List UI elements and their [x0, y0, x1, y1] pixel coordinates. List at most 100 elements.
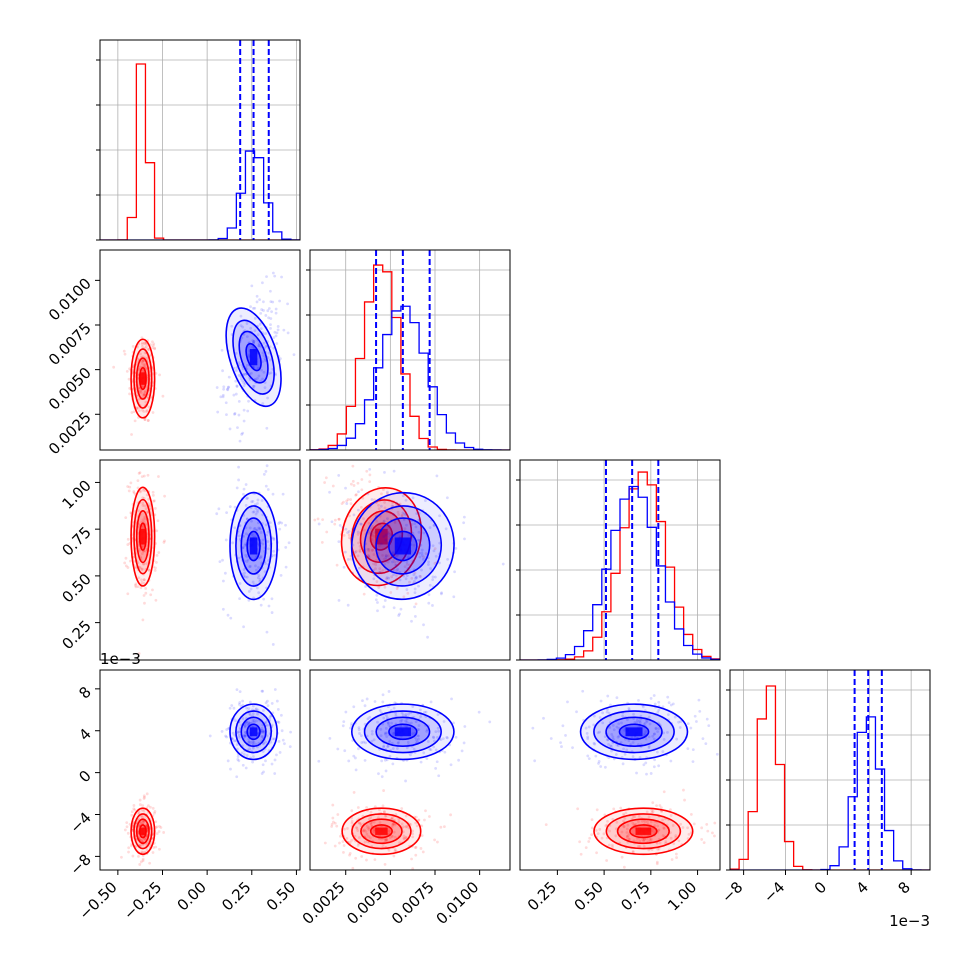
scatter-point	[356, 554, 360, 558]
scatter-point	[623, 816, 627, 820]
scatter-point	[374, 598, 378, 602]
scatter-point	[120, 855, 123, 859]
scatter-point	[140, 360, 144, 363]
scatter-point	[269, 317, 273, 320]
scatter-point	[280, 729, 284, 733]
scatter-point	[242, 492, 245, 496]
scatter-point	[338, 841, 341, 845]
scatter-point	[633, 720, 637, 724]
scatter-point	[657, 700, 661, 704]
scatter-point	[275, 331, 279, 335]
scatter-point	[414, 821, 418, 825]
scatter-point	[222, 579, 225, 583]
scatter-point	[261, 351, 265, 355]
scatter-point	[669, 703, 673, 707]
scatter-point	[345, 502, 349, 505]
x-tick-label: 0.0100	[433, 878, 483, 928]
scatter-point	[366, 717, 370, 721]
scatter-point	[264, 314, 268, 317]
scatter-point	[462, 521, 466, 525]
panel-background	[730, 670, 930, 870]
x-tick-label: 0	[811, 878, 830, 897]
scatter-point	[660, 810, 663, 813]
scatter-point	[276, 328, 280, 332]
y-tick-label: 8	[75, 683, 94, 702]
scatter-point	[238, 524, 242, 528]
scatter-point	[416, 734, 419, 738]
scatter-point	[244, 721, 248, 725]
scatter-point	[661, 818, 665, 822]
scatter-point	[271, 492, 275, 496]
scatter-point	[228, 706, 232, 710]
scatter-point	[642, 838, 646, 842]
scatter-point	[647, 744, 651, 748]
scatter-point	[389, 591, 393, 594]
scatter-point	[384, 556, 388, 560]
scatter-point	[258, 556, 262, 559]
scatter-point	[230, 324, 234, 328]
scatter-point	[143, 418, 147, 421]
scatter-point	[401, 825, 405, 829]
y-tick-label: −8	[66, 850, 94, 878]
scatter-point	[343, 749, 347, 753]
scatter-point	[700, 838, 704, 841]
scatter-point	[144, 587, 148, 590]
scatter-point	[387, 721, 390, 725]
scatter-point	[243, 723, 247, 727]
scatter-point	[420, 834, 424, 838]
scatter-point	[144, 823, 148, 827]
scatter-point	[141, 359, 145, 362]
scatter-point	[251, 760, 255, 764]
scatter-point	[238, 735, 242, 739]
scatter-point	[381, 700, 385, 704]
scatter-point	[346, 531, 349, 535]
scatter-point	[592, 741, 596, 745]
scatter-point	[138, 803, 142, 806]
scatter-point	[651, 734, 655, 738]
scatter-point	[418, 538, 421, 542]
scatter-point	[635, 719, 639, 722]
scatter-point	[594, 829, 598, 832]
scatter-point	[112, 365, 116, 369]
scatter-point	[301, 579, 304, 582]
scatter-point	[667, 701, 671, 705]
scatter-point	[251, 719, 255, 723]
scatter-point	[662, 790, 666, 794]
scatter-point	[354, 856, 358, 860]
scatter-point	[141, 501, 145, 505]
scatter-point	[689, 813, 693, 816]
scatter-point	[362, 829, 366, 833]
scatter-point	[257, 566, 260, 569]
scatter-point	[425, 728, 429, 732]
x-tick-label: 0.50	[571, 878, 607, 914]
scatter-point	[249, 587, 253, 591]
scatter-point	[142, 410, 146, 413]
scatter-point	[243, 734, 246, 738]
scatter-point	[151, 851, 155, 854]
scatter-point	[264, 740, 268, 744]
scatter-point	[157, 830, 161, 833]
scatter-point	[669, 836, 673, 840]
scatter-point	[374, 558, 378, 562]
scatter-point	[237, 413, 241, 417]
scatter-point	[648, 722, 652, 726]
scatter-point	[402, 834, 406, 838]
scatter-point	[266, 530, 270, 534]
scatter-point	[365, 697, 369, 701]
scatter-point	[142, 809, 146, 813]
scatter-point	[673, 715, 677, 719]
scatter-point	[377, 503, 380, 507]
scatter-point	[362, 740, 366, 744]
scatter-point	[363, 528, 366, 532]
scatter-point	[647, 848, 651, 852]
scatter-point	[388, 836, 392, 840]
scatter-point	[597, 762, 600, 765]
scatter-point	[259, 603, 263, 607]
scatter-point	[672, 842, 676, 845]
scatter-point	[245, 575, 249, 579]
scatter-point	[390, 817, 394, 821]
scatter-point	[384, 732, 387, 736]
scatter-point	[429, 748, 433, 752]
scatter-point	[267, 307, 271, 310]
scatter-point	[255, 294, 259, 298]
